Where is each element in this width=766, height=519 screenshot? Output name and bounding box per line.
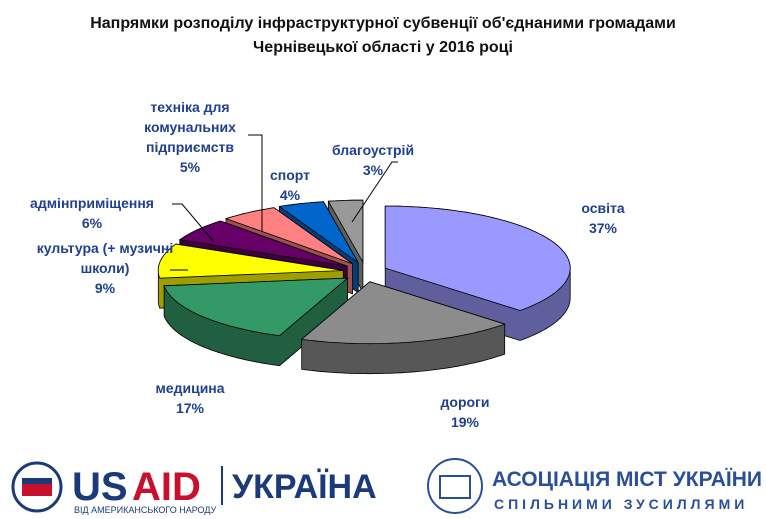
slice-label: дороги 19%	[420, 392, 510, 432]
slice-label: культура (+ музичні школи) 9%	[35, 238, 175, 298]
usaid-country: УКРАЇНА	[232, 468, 377, 506]
category-name: спорт	[269, 167, 311, 183]
slice-top	[278, 201, 359, 263]
slice-top	[178, 220, 348, 267]
value-label: 3%	[362, 162, 384, 178]
value-label: 9%	[94, 280, 116, 296]
auc-name: АСОЦІАЦІЯ МІСТ УКРАЇНИ	[492, 468, 762, 491]
category-name: освіта	[581, 200, 625, 216]
value-label: 5%	[179, 159, 201, 175]
usaid-aid: AID	[132, 465, 201, 509]
pie-slice	[300, 281, 506, 375]
value-label: 17%	[175, 400, 205, 416]
slice-top	[327, 199, 364, 264]
category-name: медицина	[155, 380, 225, 396]
slice-label: техніка для комунальних підприємств 5%	[120, 97, 260, 177]
slice-label: медицина 17%	[135, 378, 245, 418]
slice-label: освіта 37%	[558, 198, 648, 238]
chart-title: Напрямки розподілу інфраструктурної субв…	[90, 15, 676, 56]
auc-motto: СПІЛЬНИМИ ЗУСИЛЛЯМИ	[494, 496, 748, 512]
category-name: дороги	[440, 394, 490, 410]
slice-top	[384, 205, 571, 311]
category-name: культура (+ музичні школи)	[36, 240, 174, 276]
leader-line	[172, 203, 215, 243]
slice-top	[300, 281, 506, 345]
leader-lines	[170, 134, 398, 271]
auc-building	[439, 475, 471, 499]
usaid-us: US	[72, 465, 128, 509]
value-label: 19%	[450, 414, 480, 430]
auc-logo: АСОЦІАЦІЯ МІСТ УКРАЇНИ СПІЛЬНИМИ ЗУСИЛЛЯ…	[427, 458, 762, 514]
slice-label: благоустрій 3%	[313, 140, 433, 180]
category-name: адмінприміщення	[30, 195, 154, 211]
value-label: 6%	[81, 215, 103, 231]
seal-flag	[22, 478, 52, 484]
value-label: 37%	[588, 220, 618, 236]
slice-top	[163, 277, 349, 337]
category-name: техніка для комунальних підприємств	[144, 99, 236, 155]
slice-top	[224, 207, 353, 265]
usaid-tagline: ВІД АМЕРИКАНСЬКОГО НАРОДУ	[74, 505, 217, 515]
slice-top	[157, 243, 344, 279]
usaid-logo: US AID УКРАЇНА ВІД АМЕРИКАНСЬКОГО НАРОДУ	[11, 461, 377, 515]
pie	[157, 199, 571, 375]
slice-label: адмінприміщення 6%	[17, 193, 167, 233]
slice-label: спорт 4%	[250, 165, 330, 205]
auc-seal	[427, 458, 483, 514]
value-label: 4%	[279, 187, 301, 203]
leader-line	[351, 161, 398, 223]
category-name: благоустрій	[331, 142, 415, 158]
leader-line	[248, 134, 263, 232]
